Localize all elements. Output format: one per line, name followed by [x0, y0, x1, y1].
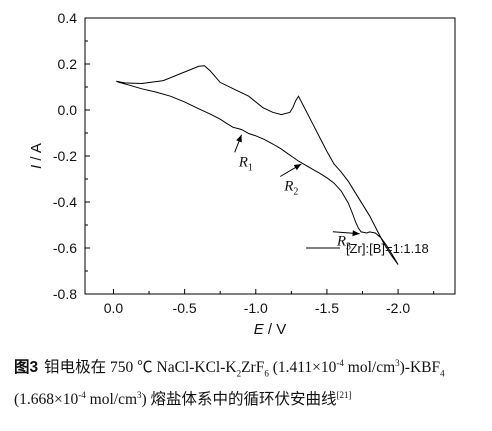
caption-reference: [21]: [336, 390, 352, 401]
x-tick-label: -1.5: [315, 300, 339, 316]
caption-text: )-KBF: [399, 359, 441, 377]
annotation-arrowhead: [236, 134, 242, 143]
caption-sub: 2: [236, 368, 242, 379]
caption-text: ) 熔盐体系中的循环伏安曲线: [141, 391, 337, 409]
x-axis-title: E / V: [254, 321, 287, 338]
peak-annotations: R1 R2 R3: [234, 134, 360, 253]
y-tick-label: 0.2: [58, 56, 78, 72]
legend-label: [Zr]:[B]=1:1.18: [346, 241, 429, 256]
x-tick-label: 0.0: [104, 300, 124, 316]
y-axis: 0.4 0.2 0.0 -0.2 -0.4 -0.6 -0.8: [53, 10, 90, 302]
caption-text: (1.668×10: [14, 391, 79, 409]
caption-text: 钼电极在 750 ℃ NaCl-KCl-K: [44, 359, 237, 377]
y-tick-label: -0.2: [53, 148, 77, 164]
y-tick-label: -0.4: [53, 194, 77, 210]
annotation-arrowhead: [293, 164, 302, 171]
legend: [Zr]:[B]=1:1.18: [306, 241, 429, 256]
caption-sup: 3: [395, 358, 400, 368]
figure-caption: 图3 钼电极在 750 ℃ NaCl-KCl-K2ZrF6 (1.411×10-4…: [14, 352, 484, 411]
x-axis: -2.0 -1.5 -1.0 -0.5 0.0: [104, 289, 435, 316]
cv-curve: [116, 65, 399, 265]
peak-label: R2: [283, 179, 298, 198]
y-tick-label: 0.0: [58, 102, 78, 118]
caption-sub: 4: [440, 368, 445, 379]
caption-sup: 3: [137, 390, 142, 401]
caption-text: mol/cm: [85, 391, 138, 409]
y-tick-label: -0.8: [53, 286, 77, 302]
caption-text: ZrF: [241, 359, 265, 377]
caption-text: (1.411×10: [268, 359, 337, 377]
caption-text: mol/cm: [343, 359, 396, 377]
caption-sup: -4: [336, 358, 344, 368]
x-tick-label: -0.5: [173, 300, 197, 316]
caption-sub: 6: [264, 368, 269, 379]
peak-label: R1: [238, 154, 253, 173]
cv-chart: -2.0 -1.5 -1.0 -0.5 0.0 0.4 0.2 0.0 -0.2 -0.4 -0.…: [28, 10, 456, 338]
figure-label: 图3: [14, 359, 39, 377]
x-tick-label: -2.0: [386, 300, 410, 316]
annotation-arrowhead: [352, 230, 360, 237]
y-axis-title: I / A: [28, 143, 45, 169]
x-tick-label: -1.0: [244, 300, 268, 316]
y-tick-label: -0.6: [53, 240, 77, 256]
y-tick-label: 0.4: [58, 10, 78, 26]
peak-label: R3: [336, 234, 351, 253]
caption-sup: -4: [78, 390, 86, 401]
